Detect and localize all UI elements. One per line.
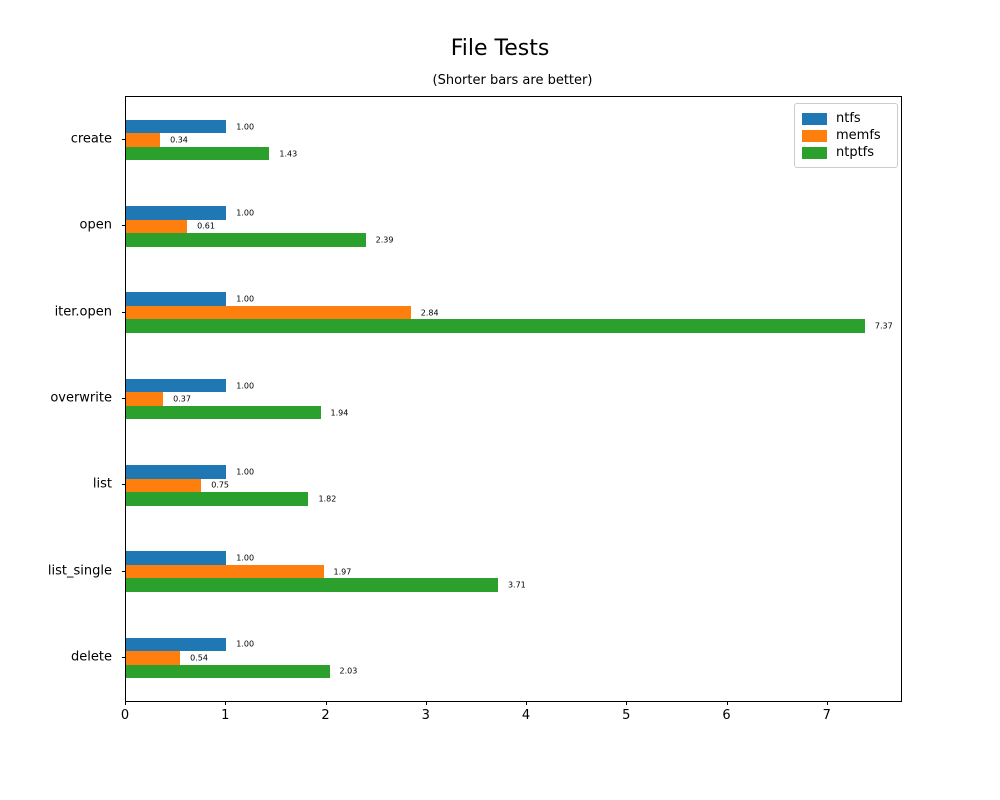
bar-value-label-memfs-open: 0.61 [197,221,215,231]
y-tick [122,139,126,141]
x-tick-label-0: 0 [120,708,130,723]
bar-value-label-ntfs-overwrite: 1.00 [236,381,255,390]
bar-value-label-memfs-iter.open: 2.84 [420,308,439,318]
x-tick [826,701,828,705]
legend-swatch-ntfs [802,112,827,125]
legend-item-ntfs: ntfs [802,110,889,127]
bar-ntptfs-list_single [126,578,498,592]
bar-ntptfs-overwrite [126,405,321,420]
bar-value-label-ntptfs-list_single: 3.71 [507,580,526,590]
bar-ntptfs-list [126,492,309,506]
x-tick-label-3: 3 [421,708,430,723]
x-tick [726,701,728,705]
y-tick [122,311,126,313]
x-tick-label-4: 4 [521,708,531,723]
bar-ntfs-iter.open [126,292,227,306]
x-tick-label-6: 6 [722,708,731,723]
bar-value-label-memfs-list_single: 1.97 [333,567,352,577]
category-label-list: list [92,476,112,492]
legend-label-memfs: memfs [836,128,881,143]
y-axis-labels: create open iter.open overwrite list list_sin… [0,96,112,700]
category-label-create: create [70,131,112,147]
bar-value-label-ntfs-list_single: 1.00 [236,553,255,563]
bar-ntptfs-open [126,233,366,247]
chart-title: File Tests [450,36,550,61]
y-tick [122,484,126,486]
x-tick [225,701,227,705]
x-tick-label-1: 1 [221,708,230,723]
bar-ntfs-open [126,206,227,220]
legend-label-ntptfs: ntptfs [836,145,875,160]
bar-ntptfs-create [126,146,270,161]
bar-value-label-ntfs-open: 1.00 [236,208,255,218]
x-tick-label-7: 7 [822,708,831,723]
bar-ntfs-overwrite [126,378,227,393]
bar-value-label-ntfs-list: 1.00 [236,467,255,477]
bar-value-label-memfs-list: 0.75 [211,480,229,490]
y-tick [122,570,126,572]
plot-area: 1.00 0.34 1.43 1.00 0.61 2.39 1.00 2.84 7.37 1.00… [125,96,902,702]
x-tick-label-2: 2 [321,708,330,723]
bar-ntfs-create [126,119,227,134]
bar-memfs-list [126,478,202,493]
legend-item-ntptfs: ntptfs [802,144,889,161]
legend-swatch-memfs [802,129,827,142]
bar-memfs-open [126,219,188,234]
bar-memfs-delete [126,651,181,665]
legend-item-memfs: memfs [802,127,889,144]
bar-memfs-iter.open [126,305,411,320]
x-tick [125,701,126,705]
bar-value-label-ntptfs-delete: 2.03 [339,666,358,676]
x-tick [325,701,327,705]
bar-ntptfs-iter.open [126,319,865,333]
bar-memfs-create [126,133,161,147]
legend-swatch-ntptfs [802,146,827,159]
x-tick [526,701,528,705]
bar-value-label-ntptfs-create: 1.43 [279,149,298,159]
x-tick [425,701,427,705]
legend-label-ntfs: ntfs [836,111,861,126]
category-label-iter.open: iter.open [54,304,112,320]
bar-value-label-memfs-overwrite: 0.37 [173,394,191,404]
bar-value-label-ntptfs-overwrite: 1.94 [330,408,349,417]
y-tick [122,398,126,399]
bar-value-label-ntfs-create: 1.00 [236,122,255,132]
category-label-delete: delete [71,649,112,665]
x-tick [626,701,628,705]
bar-value-label-ntfs-delete: 1.00 [236,639,255,649]
bar-value-label-memfs-create: 0.34 [170,135,188,145]
bar-memfs-overwrite [126,392,164,406]
bar-ntfs-list_single [126,551,227,565]
bar-ntfs-delete [126,637,227,652]
category-label-overwrite: overwrite [50,390,112,406]
bar-value-label-ntfs-iter.open: 1.00 [236,294,255,304]
bar-ntptfs-delete [126,664,330,679]
chart-subtitle: (Shorter bars are better) [432,73,593,88]
bar-value-label-ntptfs-iter.open: 7.37 [874,321,893,331]
bar-value-label-memfs-delete: 0.54 [190,653,208,663]
y-tick [122,225,126,227]
x-tick-label-5: 5 [622,708,631,723]
category-label-open: open [79,217,112,233]
legend: ntfs memfs ntptfs [794,103,898,168]
category-label-list_single: list_single [47,563,112,579]
y-tick [122,656,126,658]
bar-value-label-ntptfs-open: 2.39 [375,235,394,245]
bar-ntfs-list [126,465,227,479]
bar-value-label-ntptfs-list: 1.82 [318,494,337,504]
bar-memfs-list_single [126,564,324,579]
